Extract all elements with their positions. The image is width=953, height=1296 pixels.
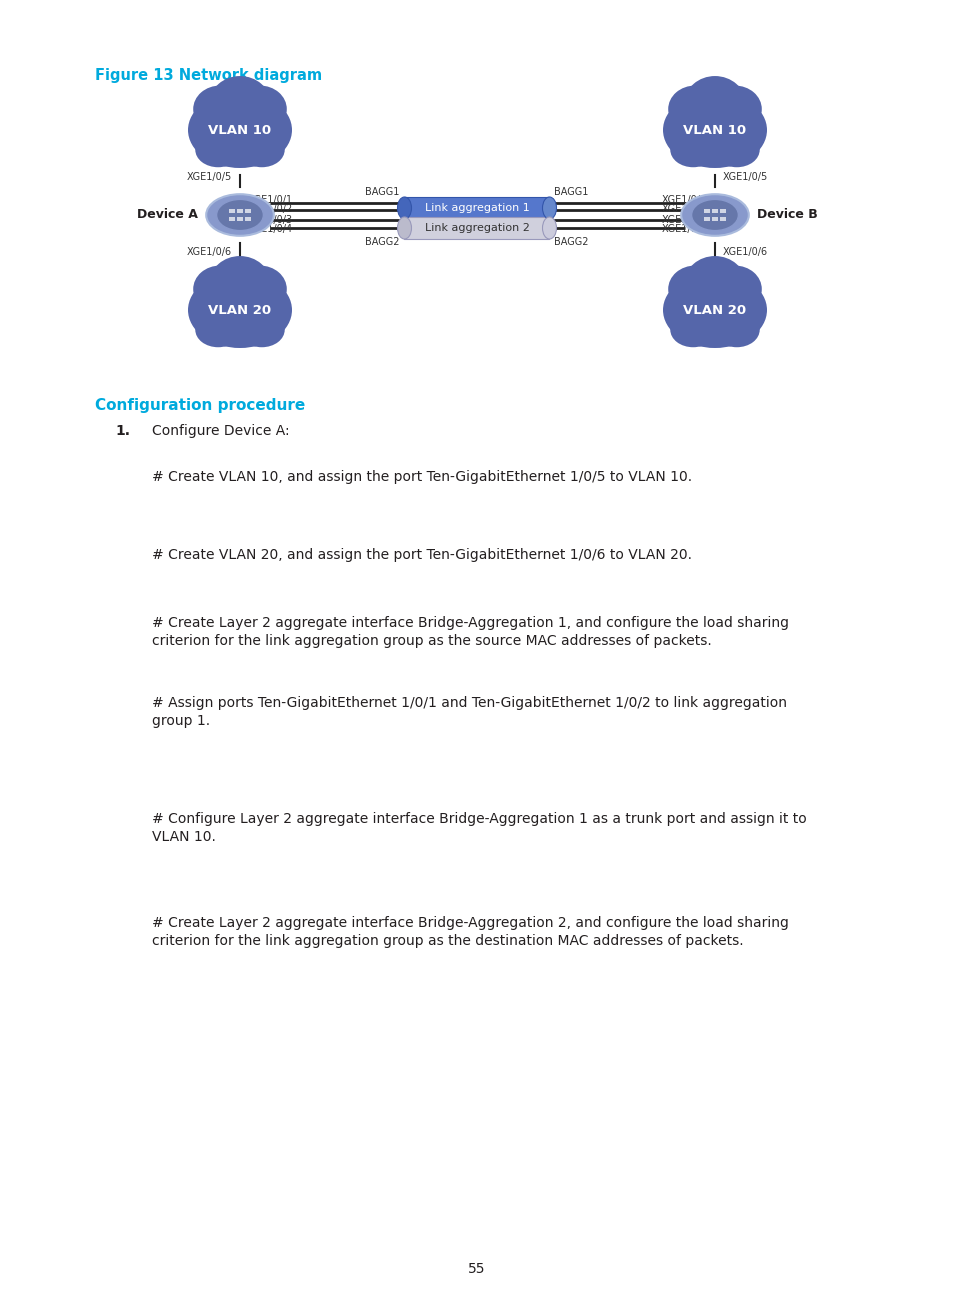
Ellipse shape xyxy=(188,92,292,168)
Text: XGE1/0/1: XGE1/0/1 xyxy=(248,194,293,205)
Bar xyxy=(711,216,718,222)
Bar xyxy=(236,209,243,213)
Text: XGE1/0/3: XGE1/0/3 xyxy=(248,215,293,226)
Bar xyxy=(245,216,251,222)
Text: Link aggregation 1: Link aggregation 1 xyxy=(424,203,529,213)
Ellipse shape xyxy=(707,86,761,132)
Bar xyxy=(229,216,234,222)
Text: # Configure Layer 2 aggregate interface Bridge-Aggregation 1 as a trunk port and: # Configure Layer 2 aggregate interface … xyxy=(152,813,806,845)
Text: XGE1/0/2: XGE1/0/2 xyxy=(661,203,706,214)
Ellipse shape xyxy=(210,76,270,130)
Ellipse shape xyxy=(542,197,556,219)
Bar xyxy=(703,209,709,213)
Text: BAGG1: BAGG1 xyxy=(554,187,588,197)
Ellipse shape xyxy=(216,200,263,231)
Ellipse shape xyxy=(684,257,744,310)
Ellipse shape xyxy=(667,86,721,132)
Ellipse shape xyxy=(195,312,241,347)
Text: XGE1/0/2: XGE1/0/2 xyxy=(248,203,293,214)
Text: Link aggregation 2: Link aggregation 2 xyxy=(424,223,529,233)
Ellipse shape xyxy=(193,266,247,312)
Text: Device A: Device A xyxy=(137,209,198,222)
Text: BAGG2: BAGG2 xyxy=(365,237,399,248)
Ellipse shape xyxy=(210,257,270,310)
Ellipse shape xyxy=(188,272,292,349)
Ellipse shape xyxy=(193,86,247,132)
Text: Device B: Device B xyxy=(757,209,817,222)
Text: XGE1/0/4: XGE1/0/4 xyxy=(661,224,706,235)
Ellipse shape xyxy=(684,76,744,130)
Ellipse shape xyxy=(670,312,716,347)
Ellipse shape xyxy=(238,312,284,347)
Text: VLAN 10: VLAN 10 xyxy=(208,123,272,136)
Text: # Create Layer 2 aggregate interface Bridge-Aggregation 1, and configure the loa: # Create Layer 2 aggregate interface Bri… xyxy=(152,616,788,648)
Text: XGE1/0/5: XGE1/0/5 xyxy=(722,172,767,181)
Bar xyxy=(229,209,234,213)
Text: 55: 55 xyxy=(468,1262,485,1277)
Bar xyxy=(711,209,718,213)
Bar xyxy=(236,216,243,222)
Ellipse shape xyxy=(713,312,759,347)
Text: VLAN 10: VLAN 10 xyxy=(682,123,746,136)
Ellipse shape xyxy=(707,266,761,312)
Ellipse shape xyxy=(680,194,748,236)
Ellipse shape xyxy=(542,216,556,238)
Text: Figure 13 Network diagram: Figure 13 Network diagram xyxy=(95,67,322,83)
Text: BAGG2: BAGG2 xyxy=(554,237,588,248)
Bar xyxy=(404,216,549,238)
Text: # Assign ports Ten-GigabitEthernet 1/0/1 and Ten-GigabitEthernet 1/0/2 to link a: # Assign ports Ten-GigabitEthernet 1/0/1… xyxy=(152,696,786,728)
Ellipse shape xyxy=(233,86,287,132)
Text: VLAN 20: VLAN 20 xyxy=(208,303,272,316)
Text: Configure Device A:: Configure Device A: xyxy=(152,424,290,438)
Ellipse shape xyxy=(713,132,759,167)
Text: BAGG1: BAGG1 xyxy=(365,187,399,197)
Bar xyxy=(720,216,725,222)
Text: 1.: 1. xyxy=(115,424,130,438)
Ellipse shape xyxy=(670,132,716,167)
Bar xyxy=(245,209,251,213)
Ellipse shape xyxy=(195,132,241,167)
Bar xyxy=(720,209,725,213)
Ellipse shape xyxy=(206,194,274,236)
Text: # Create Layer 2 aggregate interface Bridge-Aggregation 2, and configure the loa: # Create Layer 2 aggregate interface Bri… xyxy=(152,916,788,949)
Text: XGE1/0/5: XGE1/0/5 xyxy=(187,172,232,181)
Bar xyxy=(404,197,549,219)
Text: XGE1/0/1: XGE1/0/1 xyxy=(661,194,706,205)
Text: # Create VLAN 10, and assign the port Ten-GigabitEthernet 1/0/5 to VLAN 10.: # Create VLAN 10, and assign the port Te… xyxy=(152,470,691,483)
Text: Configuration procedure: Configuration procedure xyxy=(95,398,305,413)
Ellipse shape xyxy=(691,200,738,231)
Bar xyxy=(703,216,709,222)
Ellipse shape xyxy=(662,272,766,349)
Text: XGE1/0/4: XGE1/0/4 xyxy=(248,224,293,235)
Ellipse shape xyxy=(233,266,287,312)
Text: # Create VLAN 20, and assign the port Ten-GigabitEthernet 1/0/6 to VLAN 20.: # Create VLAN 20, and assign the port Te… xyxy=(152,548,691,562)
Text: XGE1/0/6: XGE1/0/6 xyxy=(722,248,767,257)
Ellipse shape xyxy=(238,132,284,167)
Ellipse shape xyxy=(667,266,721,312)
Text: VLAN 20: VLAN 20 xyxy=(682,303,746,316)
Ellipse shape xyxy=(397,197,411,219)
Text: XGE1/0/3: XGE1/0/3 xyxy=(661,215,706,226)
Ellipse shape xyxy=(662,92,766,168)
Text: XGE1/0/6: XGE1/0/6 xyxy=(187,248,232,257)
Ellipse shape xyxy=(397,216,411,238)
